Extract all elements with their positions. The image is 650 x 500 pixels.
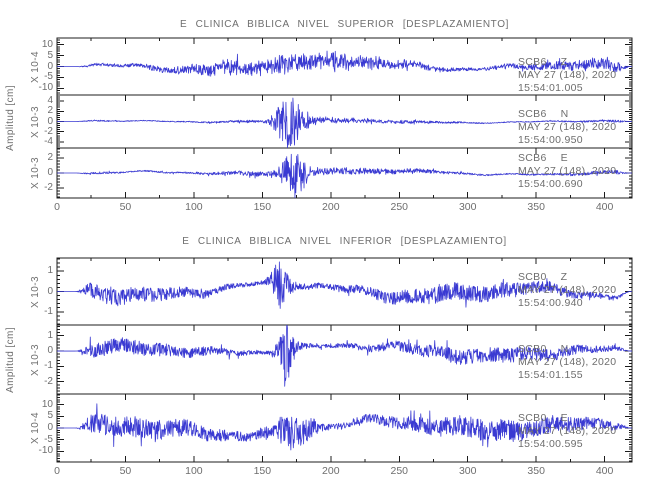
x-tick-label: 150 <box>253 465 272 477</box>
x-tick-label: 350 <box>527 465 545 477</box>
waveform-SCB6-N <box>57 97 632 149</box>
waveform-SCB0-N <box>57 324 632 387</box>
y-tick-label: -10 <box>38 82 53 94</box>
y-tick-label: -10 <box>38 445 53 457</box>
x-tick-label: 200 <box>322 201 340 213</box>
waveform-SCB6-E <box>57 153 632 199</box>
y-tick-label: -4 <box>44 135 53 147</box>
y-tick-label: 0 <box>47 345 53 357</box>
station-annotation: SCB6 Z <box>518 56 567 68</box>
y-tick-label: 10 <box>41 38 53 50</box>
date-label: MAY 27 (148), 2020 <box>518 121 617 133</box>
component-code: E <box>560 152 568 164</box>
y-tick-label: 10 <box>41 398 53 410</box>
y-tick-label: 0 <box>47 115 53 127</box>
x-tick-label: 300 <box>458 201 477 213</box>
station-code: SCB0 <box>518 412 547 424</box>
date-label: MAY 27 (148), 2020 <box>518 356 617 368</box>
x-tick-label: 50 <box>119 465 132 477</box>
y-tick-label: 0 <box>47 285 53 297</box>
component-code: E <box>560 412 568 424</box>
date-label: MAY 27 (148), 2020 <box>518 165 617 177</box>
amplitude-axis-label: Amplitud [cm] <box>5 85 16 151</box>
y-tick-label: 4 <box>47 95 53 107</box>
y-tick-label: -2 <box>44 125 53 137</box>
waveform-SCB0-E <box>57 403 632 451</box>
x-tick-label: 0 <box>54 465 60 477</box>
component-code: Z <box>560 271 568 283</box>
panel-box <box>56 37 633 199</box>
component-code: Z <box>560 56 568 68</box>
x-tick-label: 100 <box>185 201 203 213</box>
y-tick-label: -1 <box>44 360 53 372</box>
x-tick-label: 150 <box>253 201 272 213</box>
y-tick-label: -5 <box>44 433 53 445</box>
y-tick-label: 5 <box>47 410 53 422</box>
panel-title-superior: E CLINICA BIBLICA NIVEL SUPERIOR [DESPLA… <box>180 19 509 30</box>
x-tick-label: 50 <box>119 201 132 213</box>
date-label: MAY 27 (148), 2020 <box>518 284 617 296</box>
time-label: 15:54:00.690 <box>518 178 583 190</box>
x-tick-label: 200 <box>322 465 340 477</box>
date-label: MAY 27 (148), 2020 <box>518 425 617 437</box>
x-tick-label: 250 <box>390 465 409 477</box>
component-code: N <box>560 343 569 355</box>
waveform-SCB6-Z <box>57 50 632 77</box>
date-label: MAY 27 (148), 2020 <box>518 69 617 81</box>
station-code: SCB0 <box>518 343 547 355</box>
y-tick-label: 0 <box>47 60 53 72</box>
time-label: 15:54:00.950 <box>518 134 583 146</box>
y-tick-label: 2 <box>47 151 53 163</box>
x-tick-label: 300 <box>458 465 477 477</box>
x-tick-label: 100 <box>185 465 203 477</box>
station-code: SCB6 <box>518 56 547 68</box>
time-label: 15:54:00.940 <box>518 297 583 309</box>
y-tick-label: -2 <box>44 182 53 194</box>
time-label: 15:54:00.595 <box>518 438 583 450</box>
y-tick-label: -2 <box>44 375 53 387</box>
station-annotation: SCB6 N <box>518 108 569 120</box>
y-tick-label: 5 <box>47 49 53 61</box>
station-annotation: SCB0 E <box>518 412 568 424</box>
station-code: SCB6 <box>518 152 547 164</box>
panel-title-inferior: E CLINICA BIBLICA NIVEL INFERIOR [DESPLA… <box>182 236 507 247</box>
x-tick-label: 0 <box>54 201 60 213</box>
station-annotation: SCB0 Z <box>518 271 567 283</box>
x-tick-label: 350 <box>527 201 545 213</box>
y-tick-label: 0 <box>47 167 53 178</box>
y-scale-label: X 10-4 <box>30 412 41 444</box>
y-tick-label: 0 <box>47 422 53 433</box>
time-label: 15:54:01.155 <box>518 369 583 381</box>
y-tick-label: 1 <box>47 265 53 277</box>
y-tick-label: 2 <box>47 105 53 117</box>
x-tick-label: 400 <box>595 201 614 213</box>
amplitude-axis-label: Amplitud [cm] <box>5 327 16 393</box>
y-tick-label: 1 <box>47 329 53 341</box>
x-tick-label: 250 <box>390 201 409 213</box>
station-annotation: SCB6 E <box>518 152 568 164</box>
station-code: SCB6 <box>518 108 547 120</box>
time-label: 15:54:01.005 <box>518 82 583 94</box>
x-tick-label: 400 <box>595 465 614 477</box>
y-tick-label: -5 <box>44 71 53 83</box>
waveform-SCB0-Z <box>57 261 632 309</box>
station-annotation: SCB0 N <box>518 343 569 355</box>
component-code: N <box>560 108 569 120</box>
station-code: SCB0 <box>518 271 547 283</box>
y-tick-label: -1 <box>44 305 53 317</box>
y-scale-label: X 10-3 <box>30 157 41 189</box>
